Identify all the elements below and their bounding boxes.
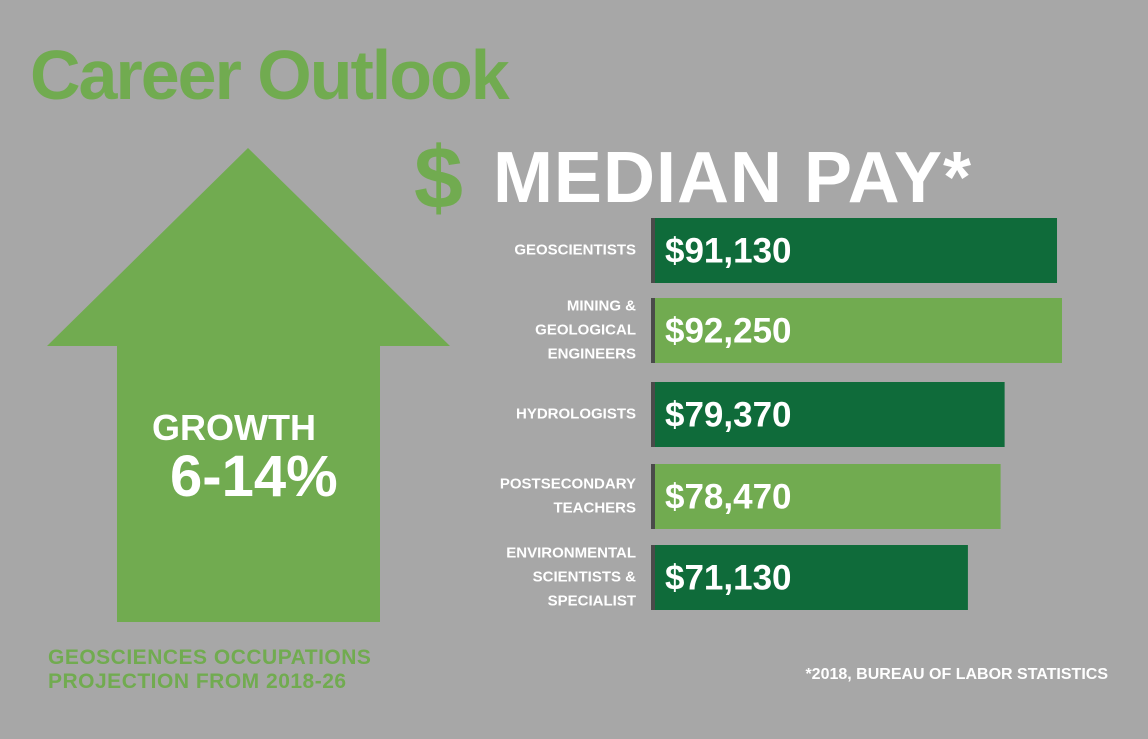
source-note: *2018, BUREAU OF LABOR STATISTICS	[805, 666, 1108, 683]
title: Career Outlook	[30, 36, 510, 114]
category-label: SCIENTISTS &	[533, 569, 637, 586]
bar-value-label: $71,130	[665, 559, 792, 598]
category-label: HYDROLOGISTS	[516, 406, 636, 423]
bar	[655, 382, 1005, 447]
bar-edge	[651, 545, 655, 610]
bar-group: $91,130 GEOSCIENTISTS	[514, 218, 1058, 283]
bar	[655, 545, 968, 610]
median-pay-heading: $ MEDIAN PAY*	[414, 128, 972, 228]
bar	[655, 298, 1062, 363]
category-label: TEACHERS	[553, 500, 636, 517]
category-label: ENGINEERS	[548, 346, 636, 363]
median-pay-title: MEDIAN PAY*	[492, 138, 973, 218]
projection-line-1: GEOSCIENCES OCCUPATIONS	[48, 646, 372, 669]
projection-line-2: PROJECTION FROM 2018-26	[48, 670, 347, 693]
category-label: GEOSCIENTISTS	[514, 242, 636, 259]
projection-note: GEOSCIENCES OCCUPATIONS PROJECTION FROM …	[48, 646, 448, 694]
bar-group: $79,370 HYDROLOGISTS	[516, 382, 1005, 447]
category-label: MINING &	[567, 298, 636, 315]
dollar-sign: $	[414, 128, 463, 227]
bar-edge	[651, 218, 655, 283]
bar-value-label: $78,470	[665, 478, 792, 517]
bar-edge	[651, 464, 655, 529]
bar-group: $78,470 POSTSECONDARY TEACHERS	[500, 464, 1001, 529]
growth-label: GROWTH	[152, 407, 316, 448]
bar-edge	[651, 382, 655, 447]
bar	[655, 464, 1001, 529]
bar-edge	[651, 298, 655, 363]
bar-value-label: $91,130	[665, 232, 792, 271]
bar-group: $71,130 ENVIRONMENTAL SCIENTISTS & SPECIALI…	[506, 545, 968, 610]
growth-value: 6-14%	[170, 444, 338, 509]
bar-group: $92,250 MINING & GEOLOGICAL ENGINEERS	[535, 298, 1062, 363]
bar-value-label: $92,250	[665, 312, 792, 351]
bar	[655, 218, 1058, 283]
category-label: POSTSECONDARY	[500, 476, 636, 493]
category-label: GEOLOGICAL	[535, 322, 636, 339]
category-label: SPECIALIST	[548, 593, 636, 610]
category-label: ENVIRONMENTAL	[506, 545, 636, 562]
bar-value-label: $79,370	[665, 396, 792, 435]
